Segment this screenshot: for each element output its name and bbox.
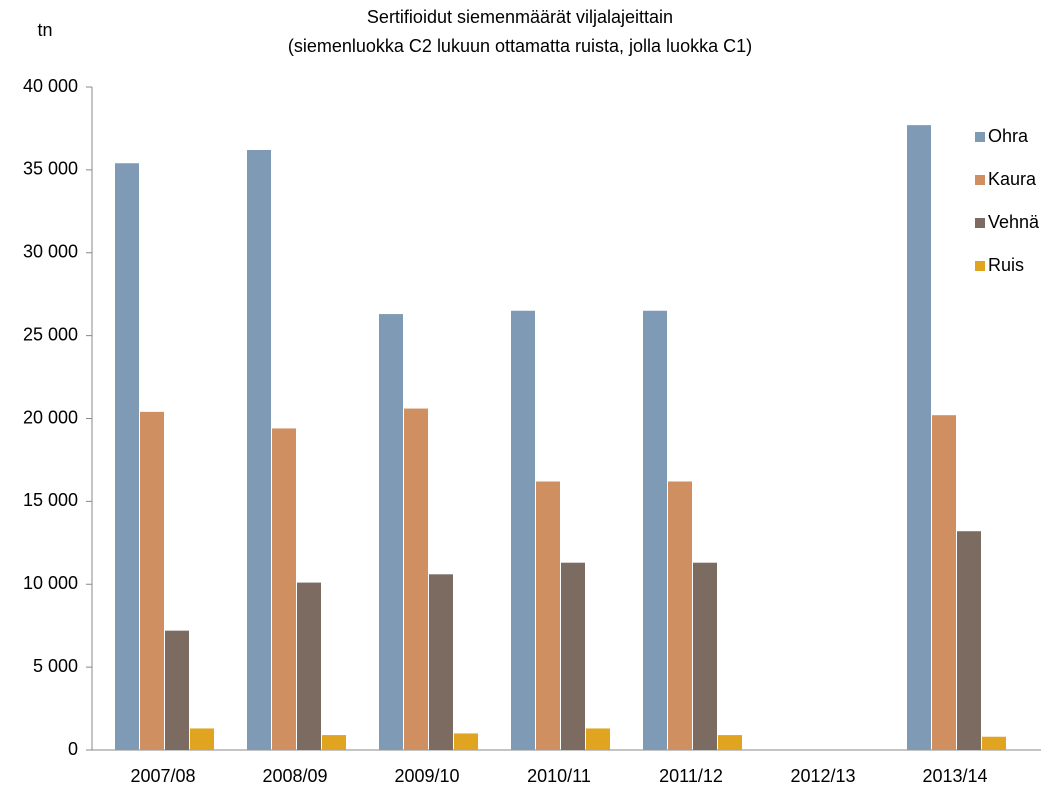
chart-title: Sertifioidut siemenmäärät viljalajeittai… bbox=[367, 7, 673, 27]
x-tick-label: 2013/14 bbox=[922, 766, 987, 786]
bar bbox=[982, 736, 1006, 750]
y-tick-label: 20 000 bbox=[23, 407, 78, 427]
legend-label: Vehnä bbox=[988, 212, 1040, 232]
y-tick-label: 30 000 bbox=[23, 242, 78, 262]
bar bbox=[322, 735, 346, 750]
x-tick-label: 2010/11 bbox=[527, 766, 591, 786]
bar bbox=[454, 733, 478, 750]
legend-swatch bbox=[975, 218, 985, 228]
legend-label: Kaura bbox=[988, 169, 1037, 189]
bar bbox=[140, 411, 164, 750]
x-tick-label: 2011/12 bbox=[659, 766, 723, 786]
bar bbox=[379, 314, 403, 750]
bar bbox=[693, 562, 717, 750]
bar bbox=[561, 562, 585, 750]
bar bbox=[586, 728, 610, 750]
y-tick-label: 0 bbox=[68, 739, 78, 759]
legend-swatch bbox=[975, 132, 985, 142]
bar bbox=[643, 310, 667, 750]
bar bbox=[429, 574, 453, 750]
x-tick-label: 2009/10 bbox=[394, 766, 459, 786]
bar bbox=[247, 149, 271, 751]
y-tick-label: 25 000 bbox=[23, 324, 78, 344]
x-tick-label: 2012/13 bbox=[790, 766, 855, 786]
legend-label: Ruis bbox=[988, 255, 1024, 275]
bar bbox=[536, 481, 560, 750]
legend-label: Ohra bbox=[988, 126, 1029, 146]
bar bbox=[297, 582, 321, 750]
legend-swatch bbox=[975, 175, 985, 185]
x-tick-label: 2007/08 bbox=[130, 766, 195, 786]
bar bbox=[404, 408, 428, 750]
y-tick-label: 15 000 bbox=[23, 490, 78, 510]
y-axis-label: tn bbox=[37, 20, 52, 40]
bar bbox=[165, 630, 189, 750]
bar bbox=[668, 481, 692, 750]
bar bbox=[932, 415, 956, 750]
legend-swatch bbox=[975, 261, 985, 271]
bar bbox=[718, 735, 742, 750]
bar bbox=[957, 531, 981, 750]
bar bbox=[511, 310, 535, 750]
y-tick-label: 5 000 bbox=[33, 656, 78, 676]
bar bbox=[272, 428, 296, 750]
y-tick-label: 35 000 bbox=[23, 159, 78, 179]
y-tick-label: 10 000 bbox=[23, 573, 78, 593]
chart-subtitle: (siemenluokka C2 lukuun ottamatta ruista… bbox=[288, 36, 752, 56]
bar bbox=[115, 163, 139, 750]
bar bbox=[907, 125, 931, 750]
bar bbox=[190, 728, 214, 750]
y-tick-label: 40 000 bbox=[23, 76, 78, 96]
x-tick-label: 2008/09 bbox=[262, 766, 327, 786]
